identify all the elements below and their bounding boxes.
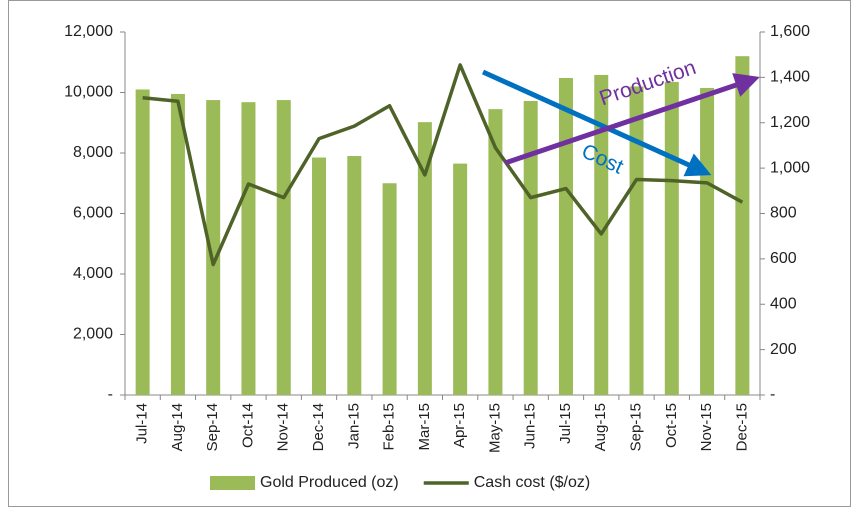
x-tick-label: Jan-15 — [345, 403, 362, 449]
legend-swatch — [210, 476, 255, 490]
y2-tick-label: 400 — [770, 295, 797, 312]
y2-tick-label: 1,600 — [770, 23, 810, 40]
bar — [523, 100, 538, 395]
y2-tick-label: 600 — [770, 250, 797, 267]
x-tick-label: Jun-15 — [522, 403, 539, 449]
y-tick-label: 6,000 — [73, 205, 113, 222]
bar — [664, 81, 679, 395]
bar — [206, 100, 221, 395]
bar — [488, 109, 503, 395]
y-tick-label: 8,000 — [73, 144, 113, 161]
bar — [735, 56, 750, 395]
y-tick-label: - — [108, 386, 113, 403]
y2-tick-label: 800 — [770, 205, 797, 222]
x-tick-label: Sep-15 — [627, 403, 644, 451]
line — [142, 63, 744, 267]
x-tick-label: Jul-14 — [134, 403, 151, 444]
bar — [453, 163, 468, 395]
y2-tick-label: 1,200 — [770, 114, 810, 131]
production-arrow — [504, 73, 760, 166]
x-tick-label: Dec-14 — [310, 403, 327, 451]
y2-tick-label: 200 — [770, 341, 797, 358]
y2-tick-label: 1,000 — [770, 159, 810, 176]
bar — [170, 94, 185, 395]
y2-tick-label: 1,400 — [770, 69, 810, 86]
y-tick-label: 2,000 — [73, 326, 113, 343]
bar — [382, 183, 397, 395]
y-tick-label: 12,000 — [64, 23, 113, 40]
bar — [417, 122, 432, 396]
x-tick-label: May-15 — [486, 403, 503, 453]
legend-label: Cash cost ($/oz) — [474, 474, 590, 491]
bar — [558, 77, 573, 395]
x-tick-label: Apr-15 — [451, 403, 468, 448]
x-tick-label: Jul-15 — [557, 403, 574, 444]
x-tick-label: Mar-15 — [416, 403, 433, 451]
x-tick-label: Aug-15 — [592, 403, 609, 451]
y2-tick-label: - — [770, 386, 775, 403]
x-tick-label: Oct-15 — [663, 403, 680, 448]
y-tick-label: 4,000 — [73, 265, 113, 282]
legend-label: Gold Produced (oz) — [260, 474, 399, 491]
x-tick-label: Feb-15 — [381, 403, 398, 451]
x-tick-label: Nov-14 — [275, 403, 292, 451]
bar — [135, 89, 150, 395]
bar — [347, 156, 362, 395]
bar — [241, 102, 256, 396]
y-tick-label: 10,000 — [64, 84, 113, 101]
bar — [629, 86, 644, 395]
bar — [312, 157, 327, 395]
x-tick-label: Dec-15 — [733, 403, 750, 451]
x-tick-label: Oct-14 — [239, 403, 256, 448]
cost-arrow — [481, 69, 712, 177]
x-tick-label: Sep-14 — [204, 403, 221, 451]
bar — [700, 87, 715, 396]
x-tick-label: Aug-14 — [169, 403, 186, 451]
bar — [276, 100, 291, 395]
x-tick-label: Nov-15 — [698, 403, 715, 451]
